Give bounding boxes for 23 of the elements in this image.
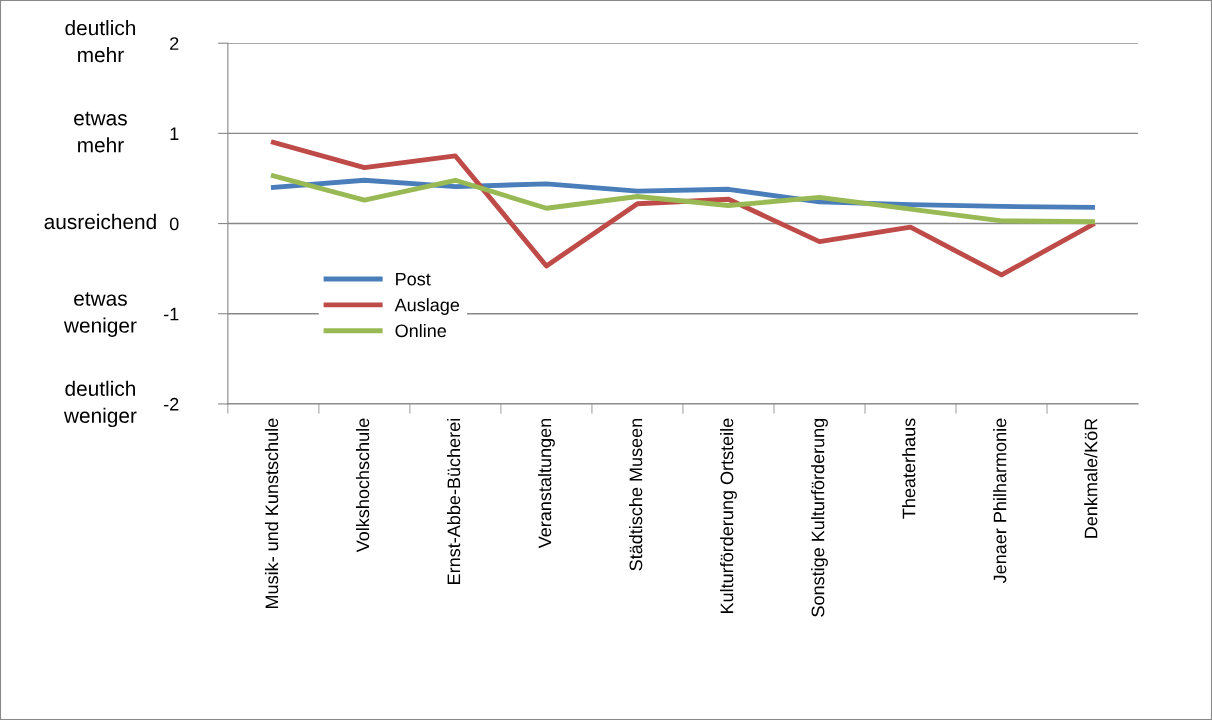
x-tick-label: Jenaer Philharmonie [993,418,1007,584]
text: deutlich weniger [63,380,137,428]
legend-label: Post [396,272,431,286]
x-tick-label: Ernst-Abbe-Bücherei [446,419,461,584]
x-tick-label: Kulturförderung Ortsteile [720,418,737,614]
x-tick-label: Musik- und Kunstschule [264,418,279,608]
x-tick-label: Denkmale/KöR [1084,418,1098,538]
legend-label: Auslage [394,298,460,315]
y-tick-label: -1 [163,307,179,321]
y-tick-label: -2 [163,397,179,411]
y-tick-label: 2 [170,37,179,50]
text: deutlich mehr [65,20,135,63]
x-tick-label: Veranstaltungen [538,418,555,549]
y-tick-label: 1 [170,127,179,140]
x-tick-label: Sonstige Kulturförderung [811,418,828,617]
x-tick-label: Städtische Museen [629,418,643,571]
text: etwas weniger [63,292,137,337]
legend-label: Online [395,323,447,338]
text: ausreichend [44,213,156,230]
text: etwas mehr [74,111,127,153]
x-tick-label: Volkshochschule [355,418,370,553]
y-tick-label: 0 [169,217,179,231]
x-tick-label: Theaterhaus [902,418,916,519]
